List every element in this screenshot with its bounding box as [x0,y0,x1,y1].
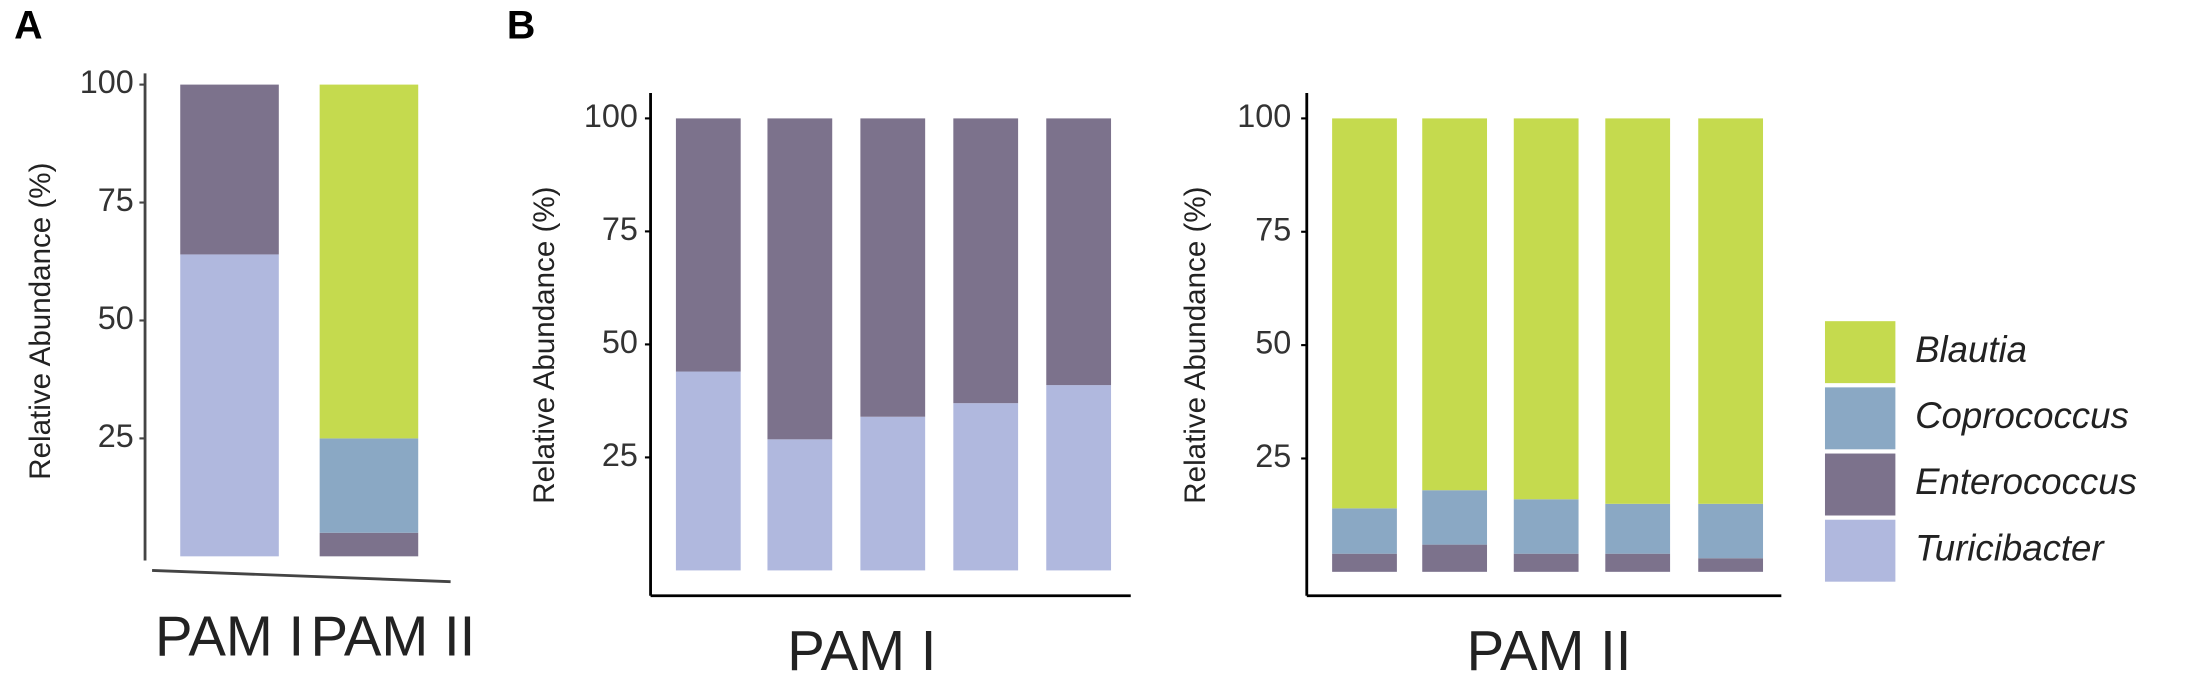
y-tick-label: 75 [98,182,134,218]
y-tick-label: 50 [1255,325,1291,361]
bar-segment: Enterococcus [767,118,833,440]
bar-segment: Turicibacter [860,416,926,571]
bar-segment: Turicibacter [1046,385,1112,571]
bar-segment: Enterococcus [953,118,1019,404]
legend-label: Coprococcus [1915,395,2129,436]
bar-segment: Turicibacter [180,254,279,557]
bar-segment: Coprococcus [319,438,419,533]
bar-segment: Blautia [319,84,419,439]
bar-segment [1513,499,1579,554]
bar-segment: Enterococcus [319,532,419,557]
bar-segment: Enterococcus [1046,118,1112,386]
bar-segment [1332,508,1397,554]
legend-label: Blautia [1915,329,2027,370]
bar-segment [1422,544,1488,572]
bar-segment [1513,118,1579,500]
y-tick-label: 100 [1237,98,1291,134]
y-tick-label: 25 [98,418,134,454]
bar-segment [1332,118,1397,509]
bar-segment [1422,118,1488,491]
y-tick-label: 50 [98,300,134,336]
bar-segment: Enterococcus [180,84,279,255]
bar-segment: Turicibacter [953,403,1019,571]
panel-label: B [507,4,535,48]
y-tick-label: 100 [584,98,638,134]
bar-segment: Enterococcus [675,118,741,372]
x-axis-label: PAM II [1467,619,1632,682]
y-axis-label: Relative Abundance (%) [24,163,57,480]
x-axis-label: PAM I [787,619,936,682]
x-tick-label: PAM II [310,605,475,668]
y-tick-label: 25 [602,437,638,473]
bar-segment [1605,553,1671,572]
bar-segment [1698,503,1764,559]
bar-segment [1605,118,1671,504]
bar-segment [1698,118,1764,504]
x-axis [152,569,451,584]
legend-swatch [1824,519,1896,582]
x-tick-label: PAM I [155,605,304,668]
y-tick-label: 75 [602,211,638,247]
y-axis-label: Relative Abundance (%) [528,187,561,504]
y-axis-label: Relative Abundance (%) [1179,187,1212,504]
bar-segment [1698,558,1764,572]
y-tick-label: 50 [602,324,638,360]
panel-label: A [14,4,42,48]
bar-segment: Turicibacter [767,439,833,571]
bar-segment [1332,553,1397,572]
bar-segment [1513,553,1579,572]
bar-segment: Enterococcus [860,118,926,417]
bar-segment [1605,503,1671,554]
bar-segment [1422,490,1488,545]
y-tick-label: 100 [80,64,134,100]
legend-swatch [1824,387,1896,450]
bar-segment: Turicibacter [675,371,741,571]
legend-label: Enterococcus [1915,461,2137,502]
legend-label: Turicibacter [1915,527,2105,568]
legend-swatch [1824,321,1896,384]
legend-swatch [1824,453,1896,516]
y-tick-label: 25 [1255,438,1291,474]
y-tick-label: 75 [1255,211,1291,247]
